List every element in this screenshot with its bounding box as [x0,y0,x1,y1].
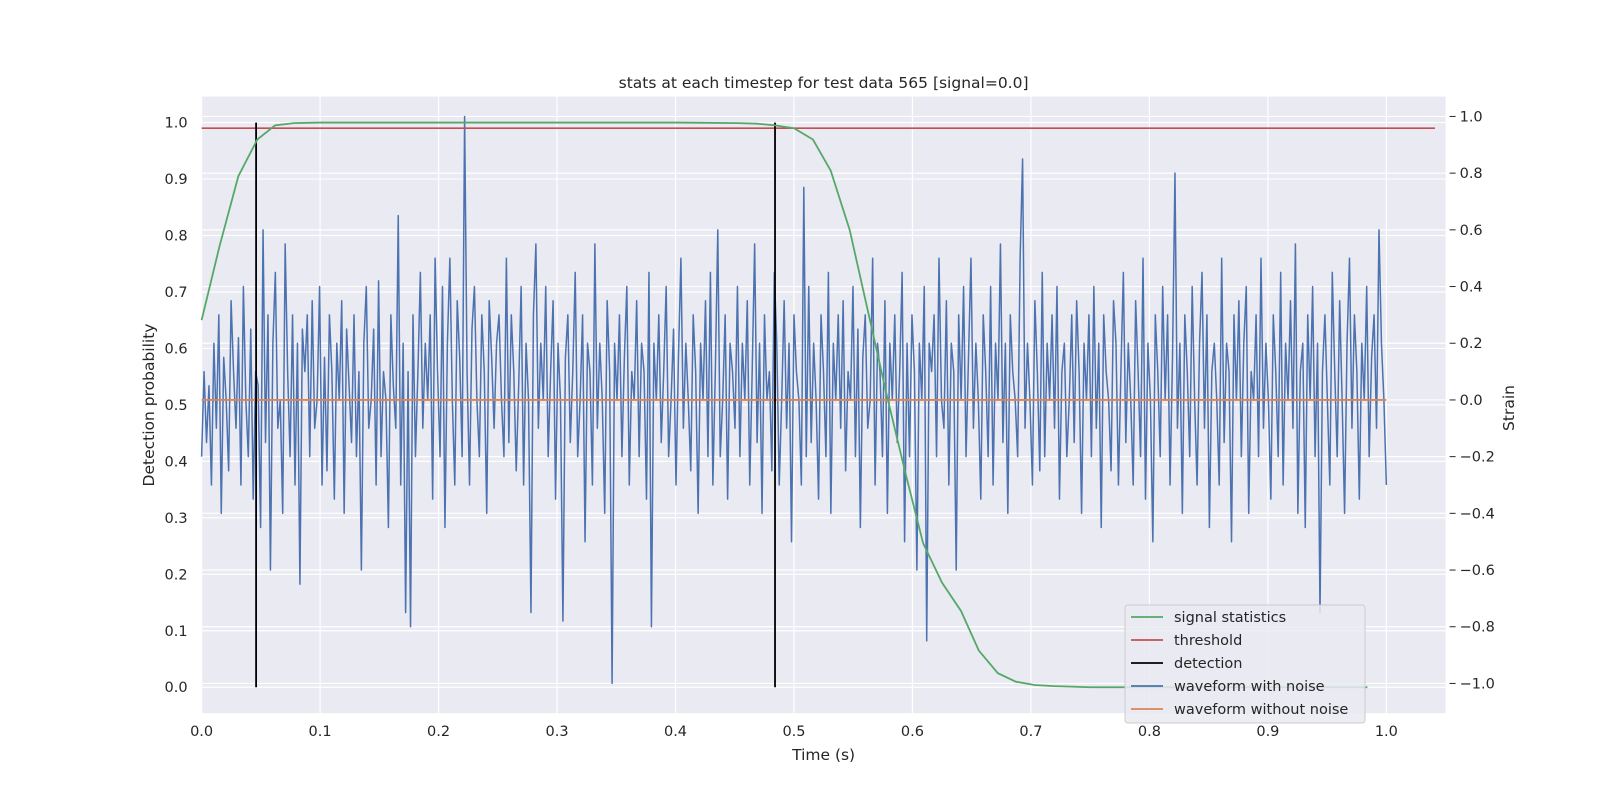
y2-tick-label: 1.0 [1460,109,1483,125]
legend-label-signal-statistics: signal statistics [1174,610,1286,626]
y2-axis-label: Strain [1500,385,1518,431]
y2-tick-label: −0.4 [1460,506,1495,522]
x-axis-label: Time (s) [791,746,855,764]
series-line-signal-statistics [200,121,1368,689]
x-tick-label: 0.9 [1256,724,1279,740]
y2-tick-label: 0.6 [1460,223,1483,239]
y2-tick-label: −1.0 [1460,676,1495,692]
y2-tick-label: −0.2 [1460,450,1495,466]
x-tick-label: 0.1 [309,724,332,740]
x-tick-label: 1.0 [1375,724,1398,740]
y2-tick-label: 0.2 [1460,336,1483,352]
legend-label-threshold: threshold [1174,633,1242,649]
legend-label-detection: detection [1174,656,1242,672]
y2-tick-label: −0.6 [1460,563,1495,579]
x-tick-label: 0.8 [1138,724,1161,740]
y-tick-label: 0.0 [165,680,188,696]
y-tick-label: 0.6 [165,341,188,357]
y-axis-label: Detection probability [140,324,158,487]
x-tick-label: 0.5 [782,724,805,740]
x-tick-label: 0.3 [545,724,568,740]
y-tick-label: 0.1 [165,624,188,640]
x-tick-label: 0.0 [190,724,213,740]
series-layer [200,115,1435,689]
x-tick-label: 0.4 [664,724,687,740]
legend: signal statistics threshold detection wa… [1124,604,1366,724]
legend-label-waveform-without-noise: waveform without noise [1174,702,1348,718]
legend-frame [1124,604,1366,724]
series-line-waveform-with-noise [200,115,1388,685]
y2-tick-label: 0.8 [1460,166,1483,182]
legend-label-waveform-with-noise: waveform with noise [1174,679,1325,695]
y-tick-label: 0.7 [165,285,188,301]
x-tick-label: 0.6 [901,724,924,740]
y-tick-label: 0.9 [165,172,188,188]
y2-tick-label: 0.4 [1460,280,1483,296]
x-tick-label: 0.2 [427,724,450,740]
tick-labels: 0.0 0.1 0.2 0.3 0.4 0.5 0.6 0.7 0.8 0.9 1.0 0.0 0.1 0… [165,109,1495,740]
y2-tick-label: 0.0 [1460,393,1483,409]
y-tick-label: 0.2 [165,567,188,583]
y-tick-label: 1.0 [165,116,188,132]
x-tick-label: 0.7 [1019,724,1042,740]
y-tick-label: 0.3 [165,511,188,527]
y-tick-label: 0.5 [165,398,188,414]
y-tick-label: 0.8 [165,229,188,245]
y-tick-label: 0.4 [165,454,188,470]
chart-title: stats at each timestep for test data 565… [619,74,1029,92]
y2-tick-label: −0.8 [1460,620,1495,636]
